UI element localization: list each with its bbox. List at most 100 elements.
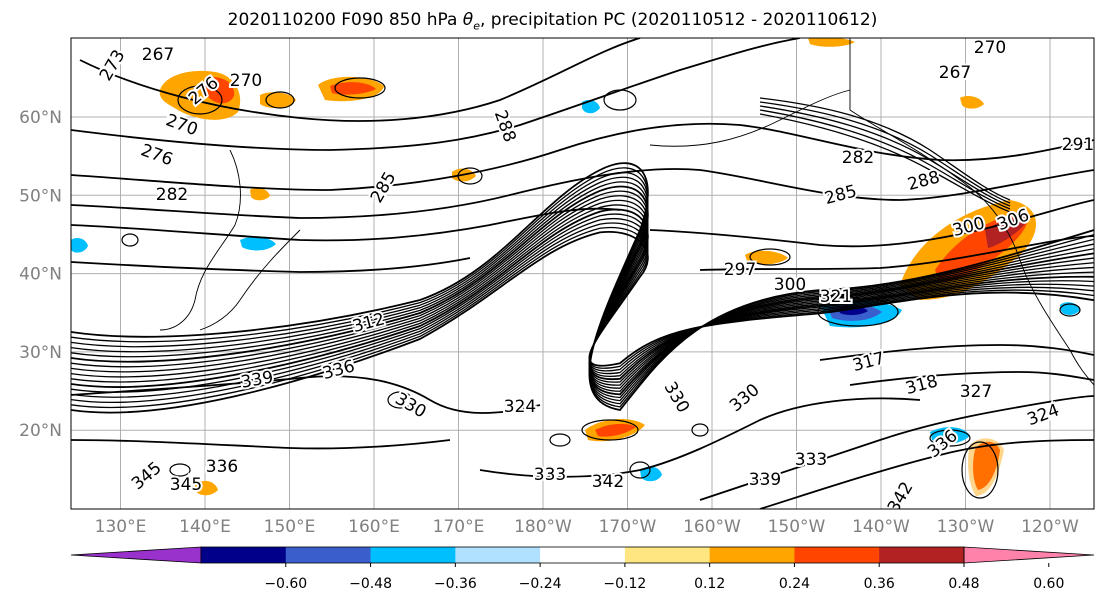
map-frame (70, 37, 1095, 510)
title-suffix: , precipitation PC (2020110512 - 2020110… (479, 10, 878, 30)
contour-ring (177, 85, 223, 115)
shade-orange-ne-pac (745, 250, 788, 265)
theta-subscript: e (473, 19, 480, 33)
contour-line (71, 190, 1094, 392)
lon-label: 130°E (95, 517, 147, 537)
contour-line (71, 185, 1094, 396)
contour-ring (265, 91, 295, 109)
lon-label: 160°E (348, 517, 400, 537)
contour-line (71, 207, 621, 242)
contour-line (71, 208, 1094, 388)
contour-label: 333 (534, 465, 566, 485)
contour-label: 297 (724, 260, 756, 280)
contour-line (699, 235, 1094, 271)
contour-line (71, 257, 471, 273)
contour-ring (603, 89, 637, 111)
contour-line (759, 109, 1011, 210)
colorbar-swatch (794, 547, 880, 563)
colorbar-tick-label: 0.48 (948, 576, 979, 592)
lon-label: 150°W (768, 517, 826, 537)
contour-line (71, 439, 451, 450)
lon-label: 160°W (683, 517, 741, 537)
contour-label: 300 (774, 275, 806, 295)
lon-label: 180°W (514, 517, 572, 537)
colorbar-swatch (879, 547, 965, 563)
contour-line (71, 176, 1094, 402)
contour-line (819, 344, 1094, 361)
colorbar-tick-label: 0.60 (1033, 576, 1064, 592)
shade-blue-east-small (1060, 302, 1080, 315)
contour-line (759, 439, 1094, 509)
contour-label: 324 (504, 397, 536, 417)
lon-label: 130°W (937, 517, 995, 537)
colorbar-tick-label: −0.60 (264, 576, 307, 592)
contour-ring (749, 248, 791, 266)
contour-label: 270 (974, 38, 1006, 58)
coastline-asia (159, 149, 241, 331)
contour-label: 267 (142, 45, 174, 65)
contour-line (71, 199, 1094, 386)
contour-line (71, 122, 1094, 191)
contour-label: 270 (230, 71, 262, 91)
shade-orange-hawaii (968, 438, 1004, 496)
shade-orange-small1 (260, 92, 296, 109)
coastline-japan (199, 229, 301, 331)
contour-label: 339 (749, 470, 781, 490)
lon-label: 120°W (1021, 517, 1079, 537)
colorbar-tick-label: 0.24 (779, 576, 810, 592)
shade-red-okhotsk (330, 82, 376, 95)
shade-blue-north (582, 100, 600, 114)
contour-line (71, 213, 1094, 393)
lat-label: 20°N (19, 421, 62, 441)
shade-blue-japan (240, 236, 276, 251)
colorbar-outline (200, 546, 965, 564)
contour-line (71, 195, 1094, 389)
colorbar-extend-max (963, 546, 1095, 564)
lon-label: 140°E (179, 517, 231, 537)
contour-label: 282 (156, 185, 188, 205)
colorbar-extend-min (70, 546, 202, 564)
contour-label: 327 (960, 382, 992, 402)
colorbar-swatch (201, 547, 287, 563)
contour-line (699, 395, 1094, 501)
title-prefix: 2020110200 F090 850 hPa (227, 10, 463, 30)
contour-ring (457, 167, 483, 185)
lon-label: 170°E (433, 517, 485, 537)
colorbar-swatch (540, 547, 626, 563)
longitude-labels: 130°E 140°E 150°E 160°E 170°E 180°W 170°W 160°W… (95, 517, 1079, 537)
coastline-aleutians (649, 89, 851, 147)
lon-label: 150°E (264, 517, 316, 537)
contour-line (79, 38, 641, 122)
contour-ring (549, 433, 571, 447)
contour-line (71, 168, 1094, 219)
contour-line (849, 371, 1094, 386)
contour-ring (387, 391, 413, 409)
colorbar-swatch (285, 547, 372, 563)
shade-orange-south (195, 480, 218, 496)
lat-label: 50°N (19, 186, 62, 206)
shade-blue-west (71, 238, 88, 253)
lon-label: 140°W (852, 517, 910, 537)
contour-line (71, 222, 1094, 403)
contour-label: 342 (592, 472, 624, 492)
contour-label: 267 (939, 63, 971, 83)
lat-label: 40°N (19, 265, 62, 285)
colorbar-swatch (455, 547, 541, 563)
contour-ring (629, 461, 651, 479)
shade-orange-kuril (250, 188, 270, 201)
shade-blue-sw (640, 466, 662, 482)
latitude-labels: 60°N 50°N 40°N 30°N 20°N (19, 108, 62, 441)
contour-line (759, 97, 1011, 201)
contour-ring (817, 297, 899, 327)
colorbar-swatch (370, 547, 456, 563)
colorbar-tick-label: −0.48 (349, 576, 392, 592)
coastline-north-america (849, 38, 1094, 386)
contour-label: 336 (206, 457, 238, 477)
theta-symbol: θ (462, 10, 474, 30)
contour-line (649, 199, 1094, 248)
chart-title: 2020110200 F090 850 hPa θe, precipitatio… (0, 10, 1105, 32)
colorbar: −0.60 −0.48 −0.36 −0.24 −0.12 0.12 0.24 0.36 0.4… (70, 546, 1095, 592)
shade-red-tropics (595, 423, 636, 437)
